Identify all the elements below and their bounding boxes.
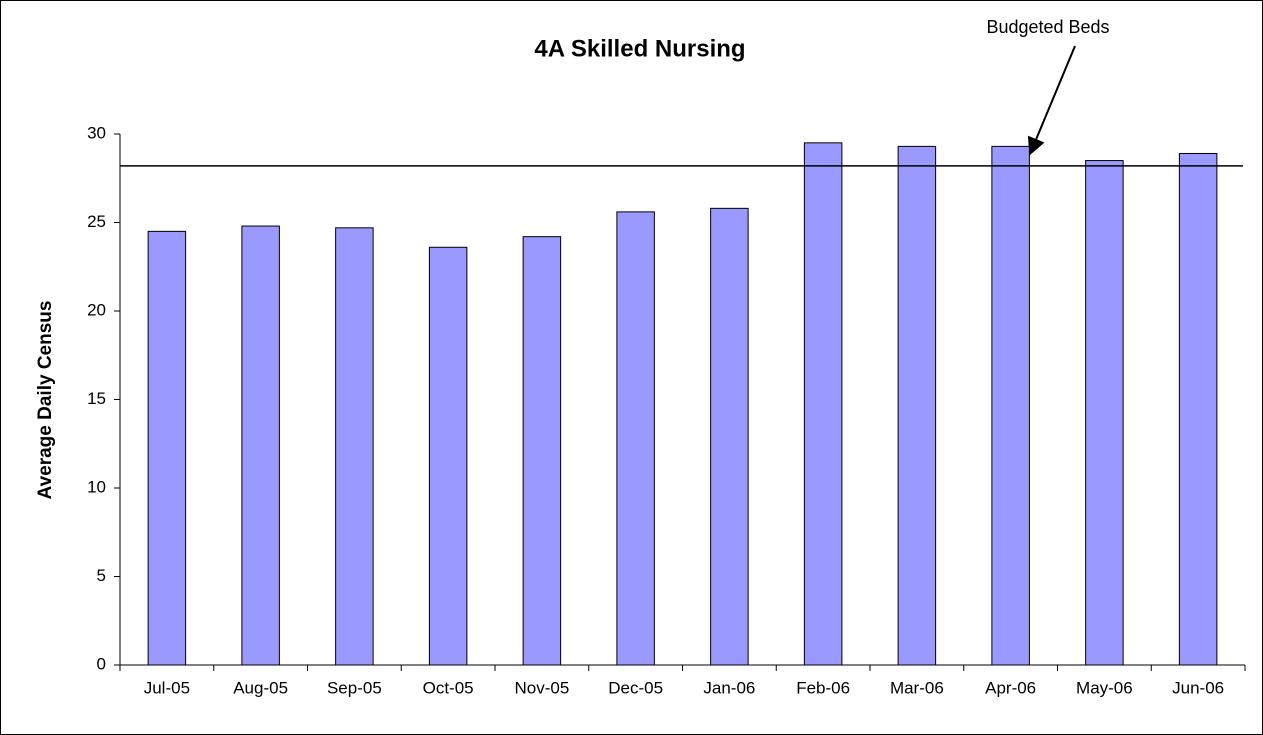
x-tick-label: Feb-06	[796, 678, 850, 697]
x-tick-label: Oct-05	[423, 678, 474, 697]
x-tick-label: Dec-05	[608, 678, 663, 697]
x-tick-label: Apr-06	[985, 678, 1036, 697]
x-tick-label: Aug-05	[233, 678, 288, 697]
x-tick-label: Jun-06	[1172, 678, 1224, 697]
bar	[522, 236, 562, 666]
x-tick-label: Sep-05	[327, 678, 382, 697]
x-tick-label: Nov-05	[514, 678, 569, 697]
y-tick-label: 25	[87, 212, 106, 231]
bar	[1178, 152, 1218, 666]
x-tick-label: Jul-05	[144, 678, 190, 697]
bar	[241, 225, 280, 666]
bar	[803, 142, 843, 666]
annotation: Budgeted Beds	[986, 17, 1109, 37]
bar	[428, 246, 468, 666]
x-tick-label: Jan-06	[703, 678, 755, 697]
bar	[616, 211, 655, 666]
y-tick-label: 0	[97, 654, 106, 673]
y-tick-label: 10	[87, 477, 106, 496]
y-tick-label: 30	[87, 123, 106, 142]
bar	[897, 145, 937, 666]
x-tick-label: May-06	[1076, 678, 1133, 697]
annotation-arrow	[1027, 45, 1076, 156]
bar	[710, 207, 749, 666]
bar	[1085, 160, 1124, 666]
chart-title: 4A Skilled Nursing	[534, 35, 745, 62]
x-tick-label: Mar-06	[890, 678, 944, 697]
y-tick-label: 5	[97, 566, 106, 585]
y-tick-label: 15	[87, 389, 106, 408]
y-axis-label: Average Daily Census	[35, 301, 56, 500]
bar	[991, 145, 1030, 666]
y-tick-label: 20	[87, 300, 106, 319]
bar	[335, 227, 374, 666]
bar	[147, 230, 187, 666]
